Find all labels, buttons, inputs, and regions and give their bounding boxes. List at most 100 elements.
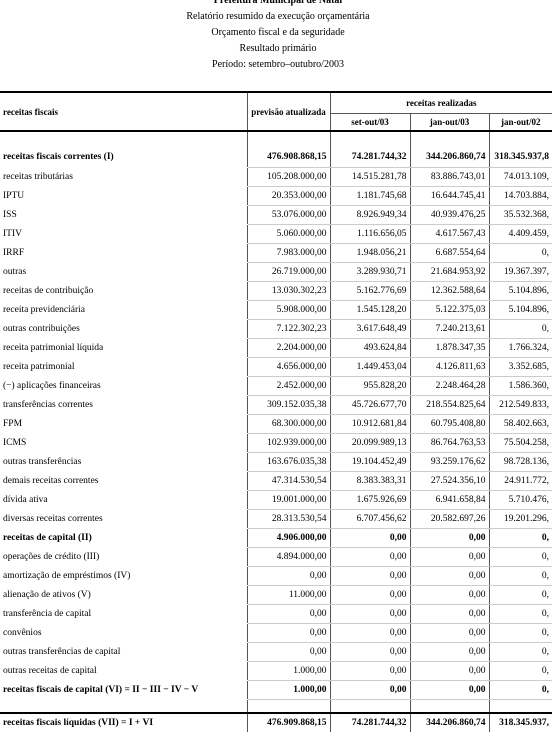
row-value: 40.939.476,25 (409, 205, 489, 225)
row-value: 0,00 (409, 642, 489, 662)
row-label: receitas fiscais líquidas (VII) = I + VI (0, 712, 247, 732)
data-row: amortização de empréstimos (IV) 0,00 0,00 0… (0, 566, 552, 586)
row-value: 14.703.884, (488, 186, 552, 206)
row-value: 47.314.530,54 (246, 471, 330, 491)
header-cell: receitas realizadas (329, 91, 552, 114)
row-value: 1.449.453,04 (329, 357, 410, 377)
row-value: 98.728.136, (488, 452, 552, 472)
row-label: ITIV (0, 224, 247, 244)
data-row: IRRF 7.983.000,00 1.948.056,21 6.687.554,64… (0, 243, 552, 263)
data-row: receitas de capital (II) 4.906.000,00 0,00… (0, 528, 552, 548)
row-label: transferências correntes (0, 395, 247, 415)
data-row: convênios 0,00 0,00 0,00 0, (0, 623, 552, 643)
row-label: transferência de capital (0, 604, 247, 624)
report-title-line: Período: setembro–outubro/2003 (212, 59, 344, 70)
row-label: receita patrimonial líquida (0, 338, 247, 358)
row-value: 4.617.567,43 (409, 224, 489, 244)
row-value: 0,00 (246, 623, 330, 643)
row-label: alienação de ativos (V) (0, 585, 247, 605)
row-value: 0, (488, 585, 552, 605)
data-row: transferência de capital 0,00 0,00 0,00 0, (0, 604, 552, 624)
data-row: alienação de ativos (V) 11.000,00 0,00 0,00… (0, 585, 552, 605)
row-value: 0, (488, 319, 552, 339)
row-value: 4.126.811,63 (409, 357, 489, 377)
row-value: 7.122.302,23 (246, 319, 330, 339)
row-value: 7.983.000,00 (246, 243, 330, 263)
data-row: IPTU 20.353.000,00 1.181.745,68 16.644.745,… (0, 186, 552, 206)
row-value: 1.545.128,20 (329, 300, 410, 320)
row-value: 5.104.896, (488, 281, 552, 301)
row-value: 5.060.000,00 (246, 224, 330, 244)
row-label: ICMS (0, 433, 247, 453)
row-label: receitas tributárias (0, 167, 247, 187)
row-value: 21.684.953,92 (409, 262, 489, 282)
data-row: receitas fiscais de capital (VI) = II − … (0, 680, 552, 700)
spacer-cell (409, 699, 489, 713)
row-value: 4.409.459, (488, 224, 552, 244)
row-value: 35.532.368, (488, 205, 552, 225)
data-row: (−) aplicações financeiras 2.452.000,00 95… (0, 376, 552, 396)
row-value: 0,00 (409, 623, 489, 643)
row-value: 0, (488, 566, 552, 586)
header-row: set-out/03 jan-out/03 jan-out/02 (0, 113, 552, 132)
header-row: receitas fiscais previsão atualizada recei… (0, 91, 552, 132)
row-value: 0,00 (246, 642, 330, 662)
data-row: outras transferências 163.676.035,38 19.10… (0, 452, 552, 472)
row-value: 493.624,84 (329, 338, 410, 358)
row-value: 0,00 (409, 528, 489, 548)
row-value: 344.206.860,74 (409, 712, 489, 732)
spacer-cell (329, 131, 410, 148)
period-header: jan-out/02 (488, 113, 552, 132)
report-title-line: Relatório resumido da execução orçamentá… (186, 11, 370, 22)
row-value: 75.504.258, (488, 433, 552, 453)
row-value: 83.886.743,01 (409, 167, 489, 187)
row-value: 344.206.860,74 (409, 148, 489, 168)
row-value: 6.687.554,64 (409, 243, 489, 263)
data-row: outras receitas de capital 1.000,00 0,00 0,… (0, 661, 552, 681)
row-label: amortização de empréstimos (IV) (0, 566, 247, 586)
row-value: 0,00 (409, 585, 489, 605)
row-value: 0,00 (329, 680, 410, 700)
row-value: 14.515.281,78 (329, 167, 410, 187)
row-value: 5.908.000,00 (246, 300, 330, 320)
row-value: 0,00 (329, 585, 410, 605)
row-value: 8.926.949,34 (329, 205, 410, 225)
row-label: demais receitas correntes (0, 471, 247, 491)
row-value: 102.939.000,00 (246, 433, 330, 453)
row-value: 19.104.452,49 (329, 452, 410, 472)
row-value: 1.878.347,35 (409, 338, 489, 358)
row-value: 20.353.000,00 (246, 186, 330, 206)
row-value: 74.013.109, (488, 167, 552, 187)
row-value: 93.259.176,62 (409, 452, 489, 472)
header-cell: previsão atualizada (246, 91, 330, 132)
row-label: outras transferências (0, 452, 247, 472)
row-label: FPM (0, 414, 247, 434)
row-value: 318.345.937,8 (488, 148, 552, 168)
row-value: 955.828,20 (329, 376, 410, 396)
data-row: ITIV 5.060.000,00 1.116.656,05 4.617.567,43… (0, 224, 552, 244)
row-value: 0,00 (329, 528, 410, 548)
row-value: 12.362.588,64 (409, 281, 489, 301)
row-value: 1.675.926,69 (329, 490, 410, 510)
row-label: receitas fiscais correntes (I) (0, 148, 247, 168)
row-value: 1.181.745,68 (329, 186, 410, 206)
row-value: 0,00 (409, 604, 489, 624)
data-row: demais receitas correntes 47.314.530,54 8.… (0, 471, 552, 491)
row-value: 0, (488, 243, 552, 263)
row-value: 0,00 (329, 566, 410, 586)
row-value: 74.281.744,32 (329, 712, 410, 732)
spacer-cell (488, 131, 552, 148)
row-value: 0,00 (409, 547, 489, 567)
data-row: receita previdenciária 5.908.000,00 1.545.… (0, 300, 552, 320)
row-label: outras (0, 262, 247, 282)
row-value: 0,00 (329, 642, 410, 662)
row-value: 0, (488, 680, 552, 700)
row-value: 318.345.937, (488, 712, 552, 732)
row-value: 53.076.000,00 (246, 205, 330, 225)
row-value: 10.912.681,84 (329, 414, 410, 434)
row-value: 0,00 (246, 566, 330, 586)
row-value: 2.452.000,00 (246, 376, 330, 396)
row-value: 16.644.745,41 (409, 186, 489, 206)
row-label: receitas de capital (II) (0, 528, 247, 548)
data-row: transferências correntes 309.152.035,38 45… (0, 395, 552, 415)
